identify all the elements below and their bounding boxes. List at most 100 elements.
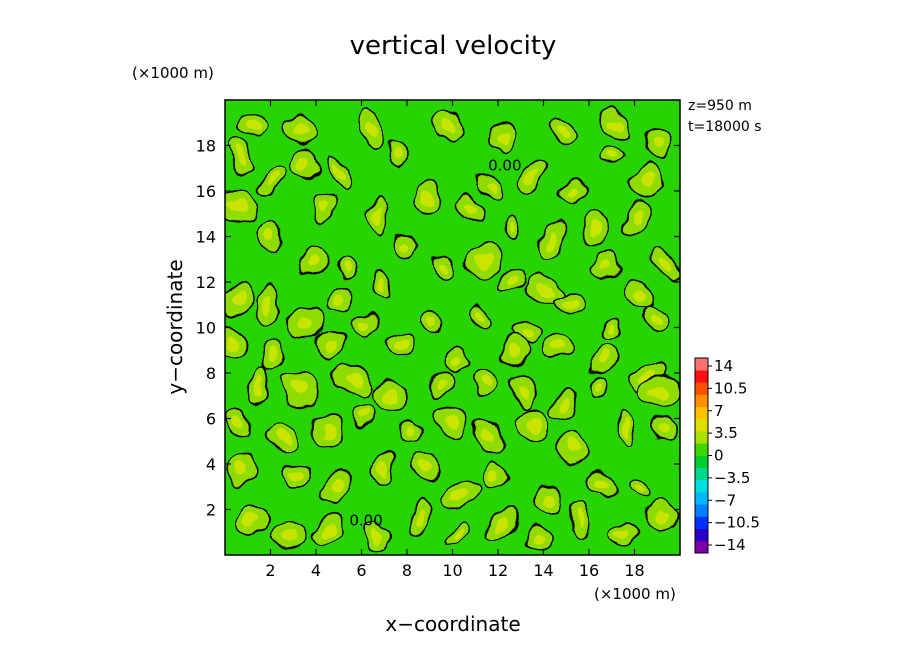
updraft-core (482, 428, 495, 445)
updraft-core (609, 118, 624, 132)
contour-label: 0.00 (349, 511, 382, 529)
updraft-core (323, 335, 337, 347)
updraft-core (280, 528, 297, 541)
x-tick-label: 2 (265, 561, 275, 580)
y-tick-label: 2 (206, 501, 216, 520)
updraft-core (527, 418, 542, 433)
updraft-core (371, 531, 384, 543)
y-tick-label: 14 (196, 228, 216, 247)
updraft-core (568, 184, 582, 198)
x-tick-label: 10 (442, 561, 462, 580)
updraft-core (394, 148, 402, 161)
updraft-core (466, 204, 480, 215)
colorbar-segment (695, 540, 708, 554)
colorbar-segment (695, 358, 708, 371)
updraft-core (532, 533, 546, 545)
y-tick-label: 16 (196, 182, 216, 201)
updraft-core (658, 424, 670, 436)
updraft-core (232, 419, 245, 432)
updraft-core (567, 438, 579, 453)
colorbar-segment (695, 370, 708, 383)
updraft-core (445, 415, 460, 431)
updraft-core (659, 256, 674, 271)
colorbar-segment (695, 479, 708, 493)
colorbar-segment (695, 492, 708, 505)
updraft-core (608, 322, 616, 333)
updraft-core (262, 296, 275, 313)
updraft-core (228, 293, 244, 308)
updraft-core (319, 202, 332, 217)
colorbar-label: −7 (714, 491, 736, 509)
updraft-core (290, 469, 301, 481)
updraft-core (542, 492, 554, 505)
updraft-core (508, 341, 519, 359)
colorbar: 14 10.5 7 3.5 0 −3.5 −7 −10.5 −14 (694, 357, 760, 554)
colorbar-label: −10.5 (714, 514, 760, 532)
updraft-core (616, 529, 630, 540)
updraft-core (293, 123, 307, 136)
x-tick-label: 14 (533, 561, 553, 580)
colorbar-segment (695, 467, 708, 481)
updraft-core (413, 513, 424, 529)
updraft-core (448, 353, 461, 366)
updraft-regions (225, 109, 680, 554)
x-tick-label: 4 (311, 561, 321, 580)
updraft-core (482, 181, 496, 192)
updraft-core (375, 206, 384, 226)
y-tick-label: 10 (196, 319, 216, 338)
updraft-core (334, 165, 344, 180)
updraft-core (550, 341, 565, 355)
updraft-core (599, 259, 611, 273)
updraft-core (264, 229, 277, 244)
updraft-core (295, 316, 314, 330)
colorbar-segment (695, 443, 708, 456)
updraft-core (506, 274, 518, 286)
updraft-core (234, 149, 248, 165)
y-tick-label: 12 (196, 273, 216, 292)
y-tick-label: 4 (206, 455, 216, 474)
colorbar-segment (695, 382, 708, 395)
updraft-core (267, 350, 279, 364)
colorbar-segment (695, 394, 708, 408)
updraft-core (400, 239, 414, 252)
updraft-core (383, 389, 399, 403)
updraft-core (440, 120, 456, 135)
colorbar-label: 3.5 (714, 424, 738, 442)
updraft-core (520, 322, 535, 333)
updraft-core (245, 513, 259, 528)
updraft-core (320, 423, 334, 437)
height-info: z=950 m (688, 98, 752, 114)
updraft-core (620, 419, 631, 436)
updraft-core (604, 152, 615, 161)
updraft-core (593, 381, 603, 392)
updraft-core (379, 459, 390, 474)
updraft-core (630, 210, 644, 227)
updraft-core (636, 484, 647, 494)
updraft-core (490, 471, 502, 484)
y-axis-unit: (×1000 m) (132, 64, 214, 82)
updraft-core (320, 520, 335, 535)
updraft-core (475, 254, 494, 269)
updraft-core (396, 340, 409, 351)
x-axis-unit: (×1000 m) (594, 585, 676, 603)
updraft-core (651, 384, 668, 399)
updraft-core (406, 422, 417, 433)
updraft-core (366, 120, 379, 139)
colorbar-label: 0 (714, 447, 724, 465)
colorbar-segment (695, 431, 708, 444)
x-tick-label: 16 (579, 561, 599, 580)
updraft-core (437, 258, 449, 270)
updraft-core (595, 353, 610, 366)
updraft-core (520, 382, 531, 400)
x-axis-label: x−coordinate (385, 612, 520, 636)
updraft-core (266, 172, 279, 187)
updraft-core (472, 313, 483, 323)
updraft-core (534, 284, 553, 298)
colorbar-segment (695, 516, 708, 529)
x-tick-label: 6 (356, 561, 366, 580)
axis-ticks: 2 4 6 8 10 12 14 16 18 2 4 6 8 10 12 14 16 18 (196, 100, 680, 580)
x-tick-label: 18 (624, 561, 644, 580)
updraft-core (575, 512, 585, 526)
colorbar-segment (695, 418, 708, 432)
colorbar-segment (695, 504, 708, 517)
